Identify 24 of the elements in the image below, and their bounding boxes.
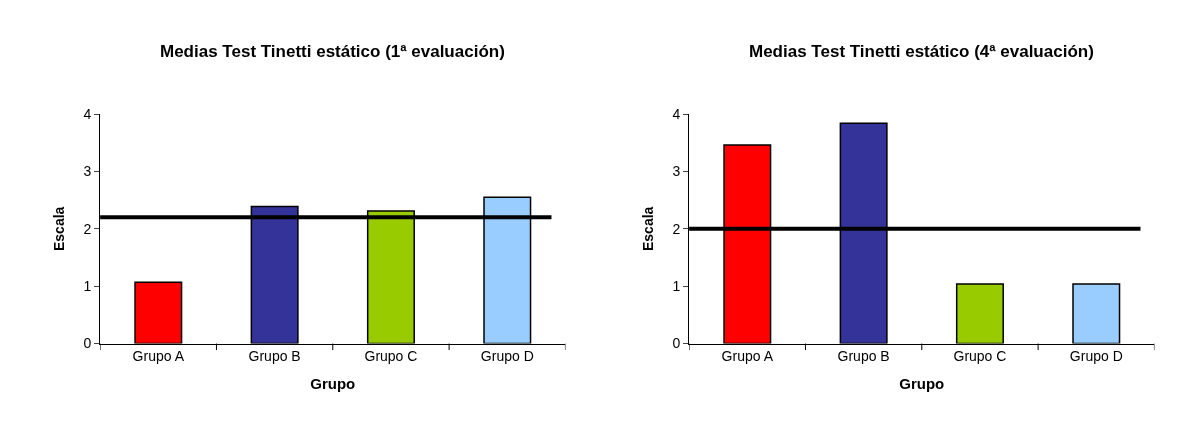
x-tick-label: Grupo C: [953, 348, 1007, 365]
x-tick-label: Grupo C: [364, 348, 418, 365]
x-axis-title: Grupo: [310, 375, 356, 393]
y-tick-label: 0: [672, 335, 681, 352]
x-tick-label: Grupo A: [132, 348, 185, 365]
y-tick-label: 2: [672, 220, 681, 237]
x-tick-label: Grupo D: [480, 348, 534, 365]
y-axis-title: Escala: [640, 206, 657, 252]
x-tick-label: Grupo D: [1069, 348, 1123, 365]
y-tick-label: 3: [672, 163, 681, 180]
y-axis-title: Escala: [51, 206, 68, 252]
y-tick-label: 1: [83, 278, 92, 295]
chart-title: Medias Test Tinetti estático (1ª evaluación): [160, 42, 505, 61]
y-tick-label: 0: [83, 335, 92, 352]
y-tick-label: 1: [672, 278, 681, 295]
x-axis-title: Grupo: [899, 375, 945, 393]
x-tick-label: Grupo B: [837, 348, 890, 365]
chart-title: Medias Test Tinetti estático (4ª evaluación): [749, 42, 1094, 61]
y-tick-label: 3: [83, 163, 92, 180]
y-tick-label: 4: [83, 105, 92, 122]
y-tick-label: 2: [83, 220, 92, 237]
x-tick-label: Grupo B: [248, 348, 301, 365]
x-tick-label: Grupo A: [721, 348, 774, 365]
y-tick-label: 4: [672, 105, 681, 122]
